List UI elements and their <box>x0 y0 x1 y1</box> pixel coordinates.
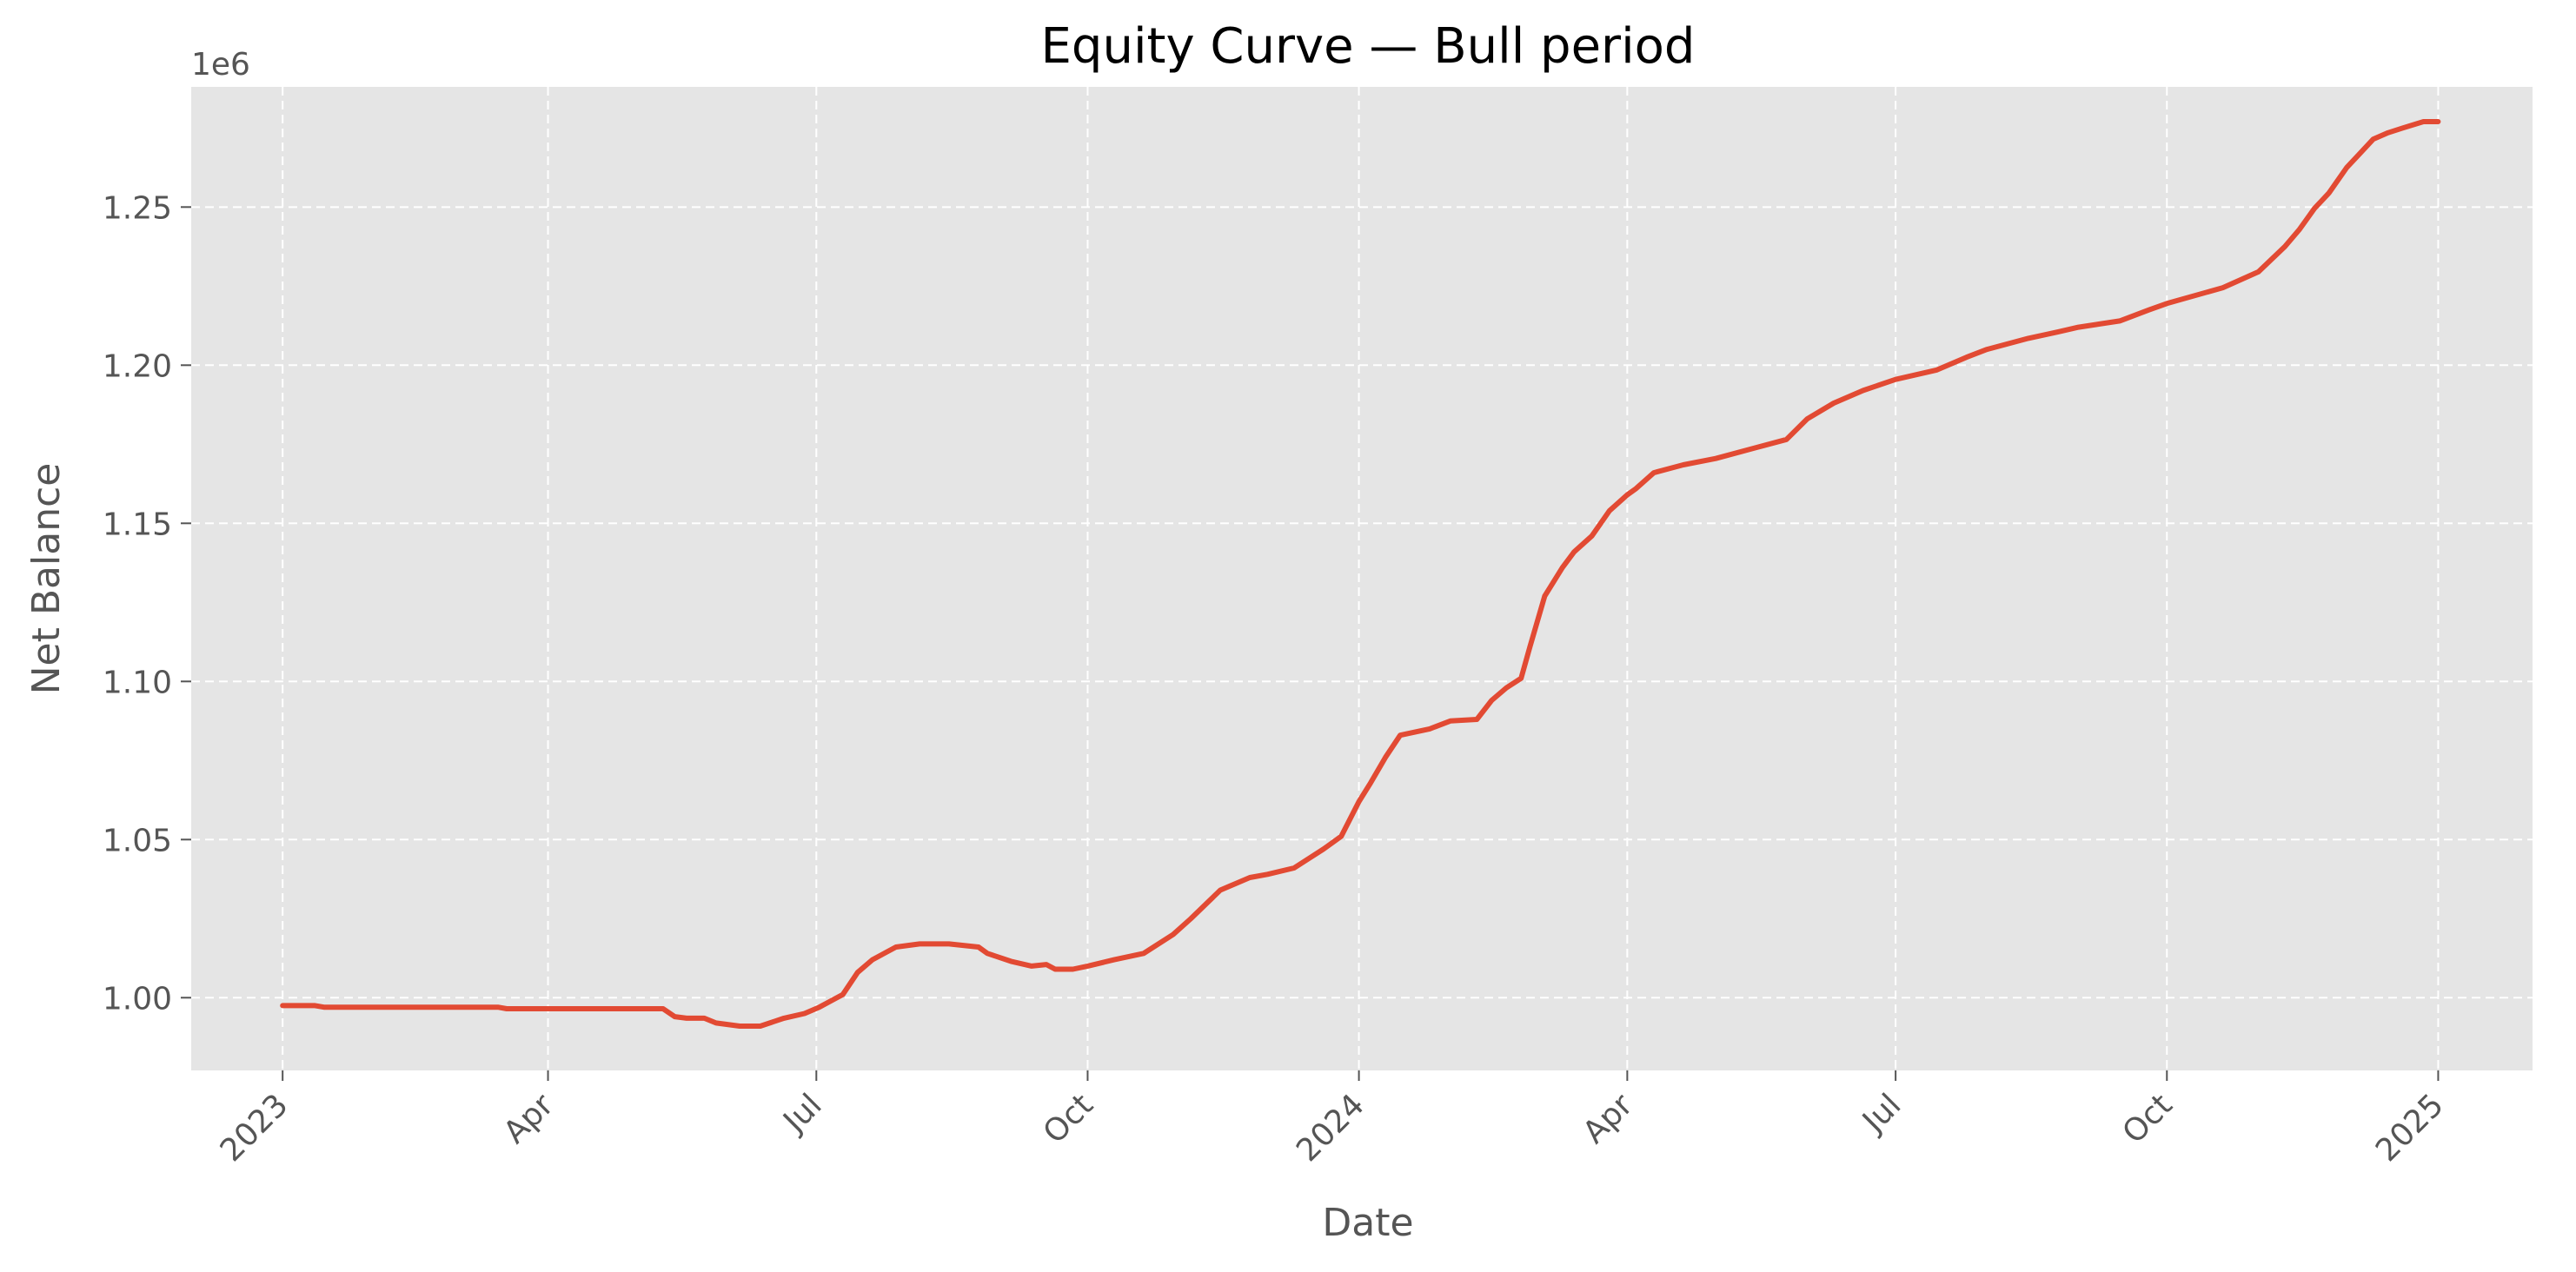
x-tick-label: Jul <box>776 1087 829 1140</box>
y-gridlines <box>191 206 2533 999</box>
y-tick-label: 1.25 <box>103 190 172 226</box>
y-tick-label: 1.15 <box>103 507 172 542</box>
plot-background <box>191 87 2533 1070</box>
equity-series-line <box>280 119 2441 1029</box>
x-axis-label: Date <box>1322 1201 1413 1245</box>
y-offset-label: 1e6 <box>191 47 250 83</box>
y-axis-label: Net Balance <box>24 463 69 695</box>
y-axis-ticks: 1.00 1.05 1.10 1.15 1.20 1.25 <box>103 190 191 1017</box>
x-tick-label: Apr <box>497 1087 561 1150</box>
x-tick-label: Oct <box>2116 1087 2180 1150</box>
x-tick-label: 2024 <box>1290 1087 1371 1169</box>
y-tick-label: 1.10 <box>103 665 172 700</box>
chart-title: Equity Curve — Bull period <box>1041 18 1696 75</box>
x-axis-ticks: 2023 Apr Jul Oct 2024 Apr Jul Oct 2025 <box>214 1070 2451 1169</box>
x-tick-label: Jul <box>1855 1087 1908 1140</box>
x-gridlines <box>282 87 2440 1070</box>
y-tick-label: 1.20 <box>103 348 172 384</box>
x-tick-label: 2025 <box>2369 1087 2451 1169</box>
x-tick-label: Apr <box>1577 1087 1640 1150</box>
x-tick-label: Oct <box>1037 1087 1100 1150</box>
x-tick-label: 2023 <box>214 1087 295 1169</box>
y-tick-label: 1.00 <box>103 981 172 1017</box>
y-tick-label: 1.05 <box>103 823 172 858</box>
